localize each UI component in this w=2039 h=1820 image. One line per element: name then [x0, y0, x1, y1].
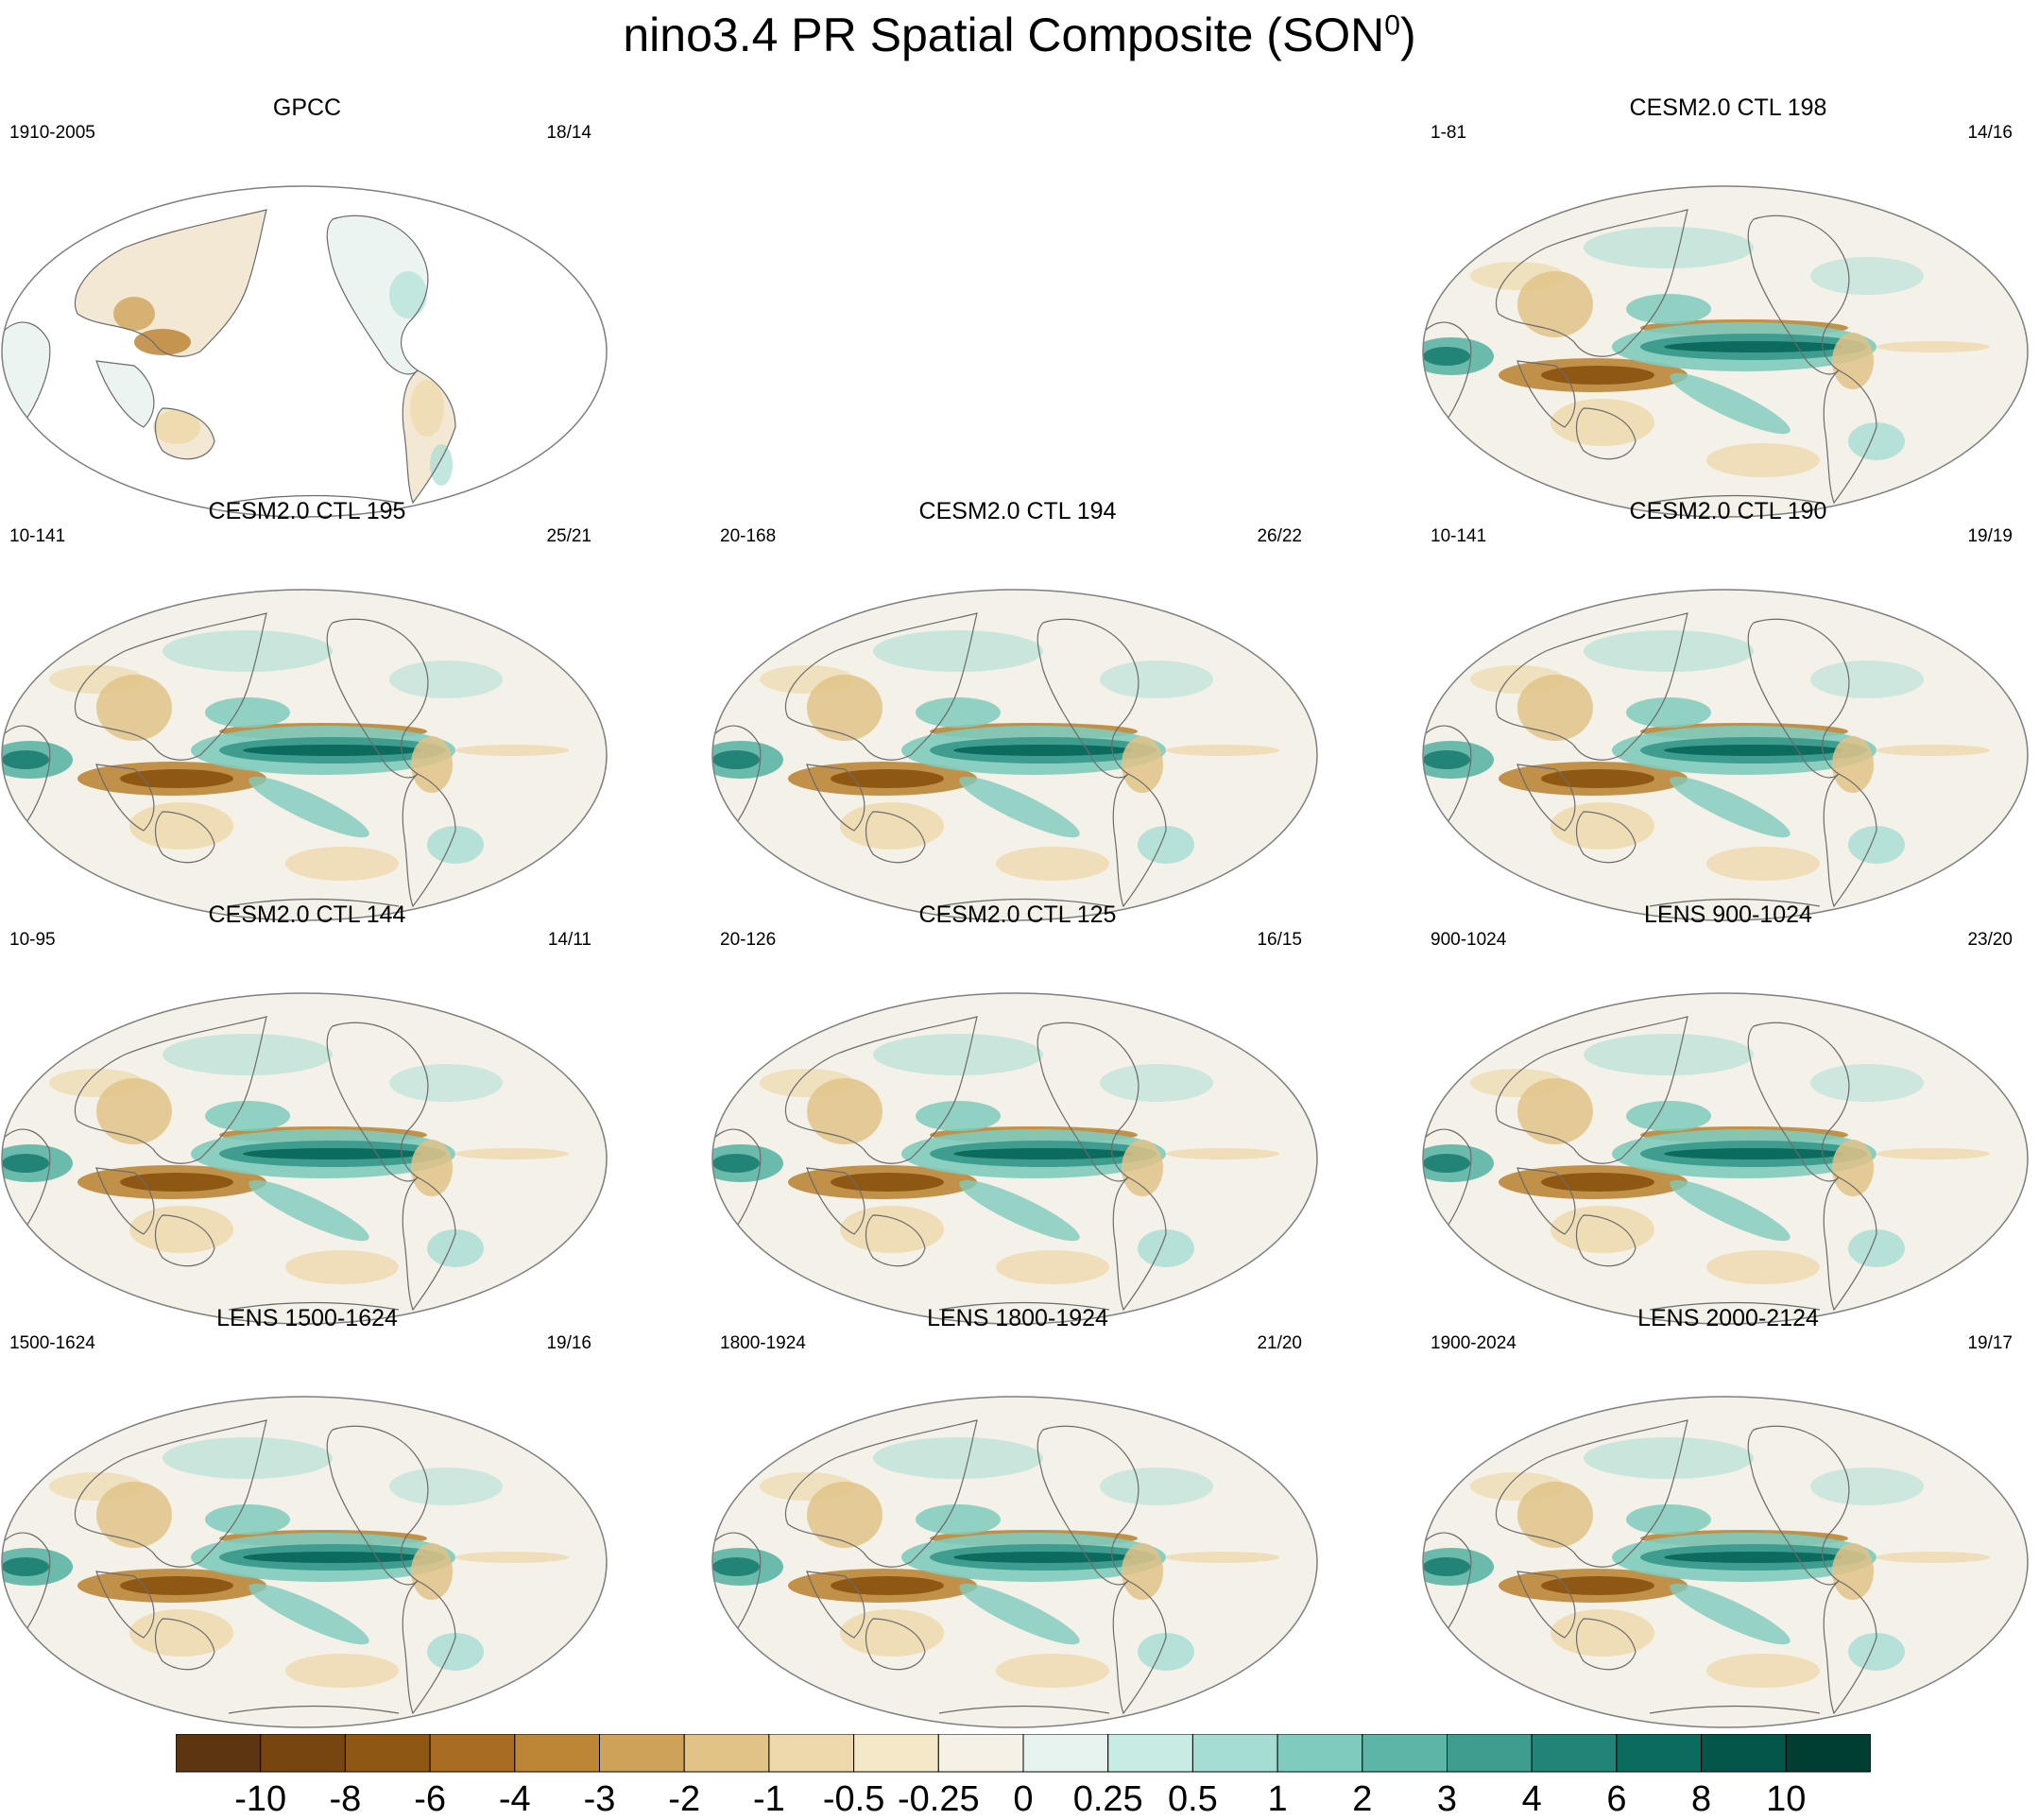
panel-title: CESM2.0 CTL 125: [918, 901, 1117, 928]
panel-title: CESM2.0 CTL 144: [208, 901, 406, 928]
colorbar-tick-label: 10: [1766, 1779, 1807, 1819]
colorbar-tick-label: 4: [1521, 1779, 1542, 1819]
colorbar-tick-label: -10: [234, 1779, 287, 1819]
map-ctl190: [1422, 589, 2029, 921]
panel-title: CESM2.0 CTL 190: [1629, 498, 1827, 524]
map-ctl144: [1, 992, 608, 1325]
panel-title: LENS 900-1024: [1644, 901, 1812, 928]
colorbar-tick-label: -6: [414, 1779, 446, 1819]
colorbar-tick-label: 0: [1013, 1779, 1034, 1819]
panel-title: GPCC: [272, 94, 342, 121]
panel-ratio: 23/20: [1967, 930, 2013, 950]
colorbar-segment: [1701, 1734, 1787, 1773]
colorbar-segment: [683, 1734, 770, 1773]
map-panel-ctl198: CESM2.0 CTL 198 1-81 14/16: [1421, 94, 2035, 518]
panel-period: 20-168: [720, 526, 777, 546]
colorbar-segment: [429, 1734, 516, 1773]
panel-ratio: 19/16: [546, 1333, 591, 1353]
panel-title: CESM2.0 CTL 195: [208, 498, 406, 524]
colorbar-tick-label: 0.25: [1072, 1779, 1143, 1819]
map-lens2000: [1422, 1396, 2029, 1728]
panel-period: 10-141: [9, 526, 66, 546]
colorbar-segment: [1362, 1734, 1448, 1773]
map-panel-ctl125: CESM2.0 CTL 125 20-126 16/15: [711, 901, 1325, 1325]
colorbar-tick-label: -8: [329, 1779, 362, 1819]
map-ctl125: [711, 992, 1318, 1325]
map-lens1500: [1, 1396, 608, 1728]
panel-title: LENS 1800-1924: [927, 1305, 1108, 1331]
panel-title: LENS 1500-1624: [216, 1305, 398, 1331]
colorbar-segment: [1277, 1734, 1363, 1773]
panel-period: 900-1024: [1431, 930, 1507, 950]
panel-period: 1910-2005: [9, 123, 95, 143]
panel-title: LENS 2000-2124: [1637, 1305, 1819, 1331]
panel-ratio: 26/22: [1257, 526, 1302, 546]
map-panel-ctl194: CESM2.0 CTL 194 20-168 26/22: [711, 498, 1325, 921]
colorbar-segment: [1107, 1734, 1193, 1773]
map-lens1800: [711, 1396, 1318, 1728]
map-panel-lens900: LENS 900-1024 900-1024 23/20: [1421, 901, 2035, 1325]
colorbar-segment: [1022, 1734, 1109, 1773]
panel-title: CESM2.0 CTL 198: [1629, 94, 1827, 121]
colorbar-segment: [937, 1734, 1024, 1773]
colorbar-segment: [599, 1734, 685, 1773]
map-panel-ctl195: CESM2.0 CTL 195 10-141 25/21: [0, 498, 614, 921]
panel-ratio: 25/21: [546, 526, 591, 546]
colorbar-tick-label: 0.5: [1167, 1779, 1218, 1819]
map-panel-lens1500: LENS 1500-1624 1500-1624 19/16: [0, 1305, 614, 1728]
colorbar-segment: [853, 1734, 939, 1773]
panel-period: 10-141: [1431, 526, 1487, 546]
panel-ratio: 16/15: [1257, 930, 1302, 950]
colorbar-tick-label: -0.5: [822, 1779, 885, 1819]
map-ctl194: [711, 589, 1318, 921]
colorbar-tick-label: -4: [498, 1779, 531, 1819]
panel-period: 20-126: [720, 930, 777, 950]
colorbar-segment: [260, 1734, 346, 1773]
panel-period: 1-81: [1431, 123, 1467, 143]
colorbar-tick-label: 6: [1606, 1779, 1627, 1819]
panel-ratio: 14/11: [547, 930, 591, 950]
colorbar-tick-label: 2: [1352, 1779, 1373, 1819]
map-panel-lens1800: LENS 1800-1924 1800-1924 21/20: [711, 1305, 1325, 1728]
colorbar-segment: [1531, 1734, 1618, 1773]
map-panel-lens2000: LENS 2000-2124 1900-2024 19/17: [1421, 1305, 2035, 1728]
colorbar-segment: [176, 1734, 262, 1773]
panel-ratio: 21/20: [1257, 1333, 1302, 1353]
panel-title: CESM2.0 CTL 194: [918, 498, 1117, 524]
colorbar-tick-label: -3: [583, 1779, 616, 1819]
colorbar-tick-label: -1: [752, 1779, 785, 1819]
figure-title: nino3.4 PR Spatial Composite (SON0): [623, 9, 1416, 61]
colorbar-tick-label: 3: [1436, 1779, 1458, 1819]
panel-period: 1800-1924: [720, 1333, 806, 1353]
colorbar-segment: [768, 1734, 855, 1773]
panel-period: 1900-2024: [1431, 1333, 1516, 1353]
panel-ratio: 18/14: [546, 123, 591, 143]
colorbar-segment: [514, 1734, 600, 1773]
map-panel-gpcc: GPCC 1910-2005 18/14: [0, 94, 614, 518]
panel-ratio: 19/19: [1967, 526, 2013, 546]
colorbar-tick-label: -2: [668, 1779, 701, 1819]
panel-ratio: 14/16: [1967, 123, 2013, 143]
colorbar-segment: [1191, 1734, 1278, 1773]
panel-period: 1500-1624: [9, 1333, 95, 1353]
map-ctl195: [1, 589, 608, 921]
map-gpcc: [1, 185, 608, 518]
colorbar-segment: [1785, 1734, 1871, 1773]
colorbar-tick-label: -0.25: [897, 1779, 980, 1819]
map-panel-ctl144: CESM2.0 CTL 144 10-95 14/11: [0, 901, 614, 1325]
colorbar-segment: [344, 1734, 431, 1773]
colorbar-tick-label: 8: [1691, 1779, 1712, 1819]
map-lens900: [1422, 992, 2029, 1325]
map-ctl198: [1422, 185, 2029, 518]
colorbar-segment: [1616, 1734, 1703, 1773]
panel-ratio: 19/17: [1967, 1333, 2013, 1353]
colorbar: [176, 1734, 1871, 1773]
colorbar-segment: [1447, 1734, 1533, 1773]
colorbar-tick-label: 1: [1267, 1779, 1288, 1819]
panel-period: 10-95: [9, 930, 56, 950]
map-panel-ctl190: CESM2.0 CTL 190 10-141 19/19: [1421, 498, 2035, 921]
